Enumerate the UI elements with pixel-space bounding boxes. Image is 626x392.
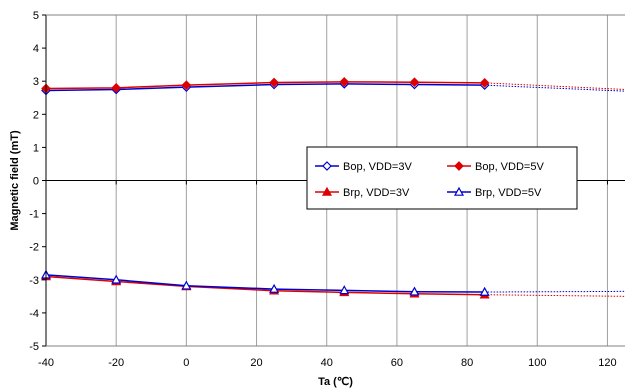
series-extrapolation-1 <box>484 84 626 92</box>
data-point-series-4 <box>339 285 350 295</box>
legend-entry-label: Brp, VDD=3V <box>343 187 410 199</box>
x-tick-label: 120 <box>598 357 616 369</box>
y-tick-label: 2 <box>33 109 39 121</box>
legend-entry-label: Bop, VDD=3V <box>343 161 412 173</box>
data-point-series-4 <box>111 274 122 284</box>
data-point-series-4 <box>409 286 420 296</box>
extrapolation-lines <box>484 82 626 297</box>
legend-swatch-marker <box>321 186 333 196</box>
series-extrapolation-3 <box>484 294 626 297</box>
data-point-series-2 <box>479 78 490 88</box>
x-tick-label: 80 <box>461 357 473 369</box>
data-point-series-2 <box>409 77 420 88</box>
x-tick-label: 100 <box>528 357 546 369</box>
legend-swatch-marker <box>322 161 332 171</box>
y-tick-label: 5 <box>33 10 39 22</box>
y-tick-label: 3 <box>33 76 39 88</box>
y-axis-title: Magnetic field (mT) <box>9 130 21 231</box>
data-point-series-4 <box>269 283 280 293</box>
legend-entry-label: Brp, VDD=5V <box>475 187 542 199</box>
y-tick-label: 0 <box>33 176 39 188</box>
x-tick-label: 40 <box>321 357 333 369</box>
data-point-series-2 <box>111 82 122 93</box>
x-tick-label: 0 <box>183 357 189 369</box>
data-point-series-4 <box>181 280 192 290</box>
y-tick-label: -5 <box>29 341 39 353</box>
x-axis-title: Ta (℃) <box>318 376 353 388</box>
y-tick-label: -2 <box>29 242 39 254</box>
data-point-series-2 <box>339 77 350 87</box>
legend-box <box>306 146 578 210</box>
x-tick-label: 60 <box>391 357 403 369</box>
y-tick-label: -1 <box>29 209 39 221</box>
x-tick-label: 20 <box>250 357 262 369</box>
legend-swatch-marker <box>454 161 464 171</box>
data-point-series-2 <box>269 77 279 88</box>
x-tick-label: -20 <box>108 357 124 369</box>
y-tick-label: 1 <box>33 142 39 154</box>
y-tick-label: -3 <box>29 275 39 287</box>
series-extrapolation-4 <box>484 290 626 293</box>
series-layer <box>40 77 490 299</box>
tick-labels: -5 -4 -3 -2 -1 0 1 2 3 4 5 -40 -20 0 20 40 60 80 100 120 <box>29 10 616 369</box>
data-point-series-2 <box>181 80 192 91</box>
legend: Bop, VDD=3V Bop, VDD=5V Brp, VDD=3V Brp, VD… <box>306 146 578 210</box>
legend-entry-label: Bop, VDD=5V <box>475 161 544 173</box>
data-point-series-4 <box>479 286 490 296</box>
x-tick-label: -40 <box>38 357 54 369</box>
y-tick-label: 4 <box>33 43 39 55</box>
y-tick-label: -4 <box>29 308 39 320</box>
legend-swatch-marker <box>453 186 465 196</box>
series-extrapolation-2 <box>484 82 626 90</box>
